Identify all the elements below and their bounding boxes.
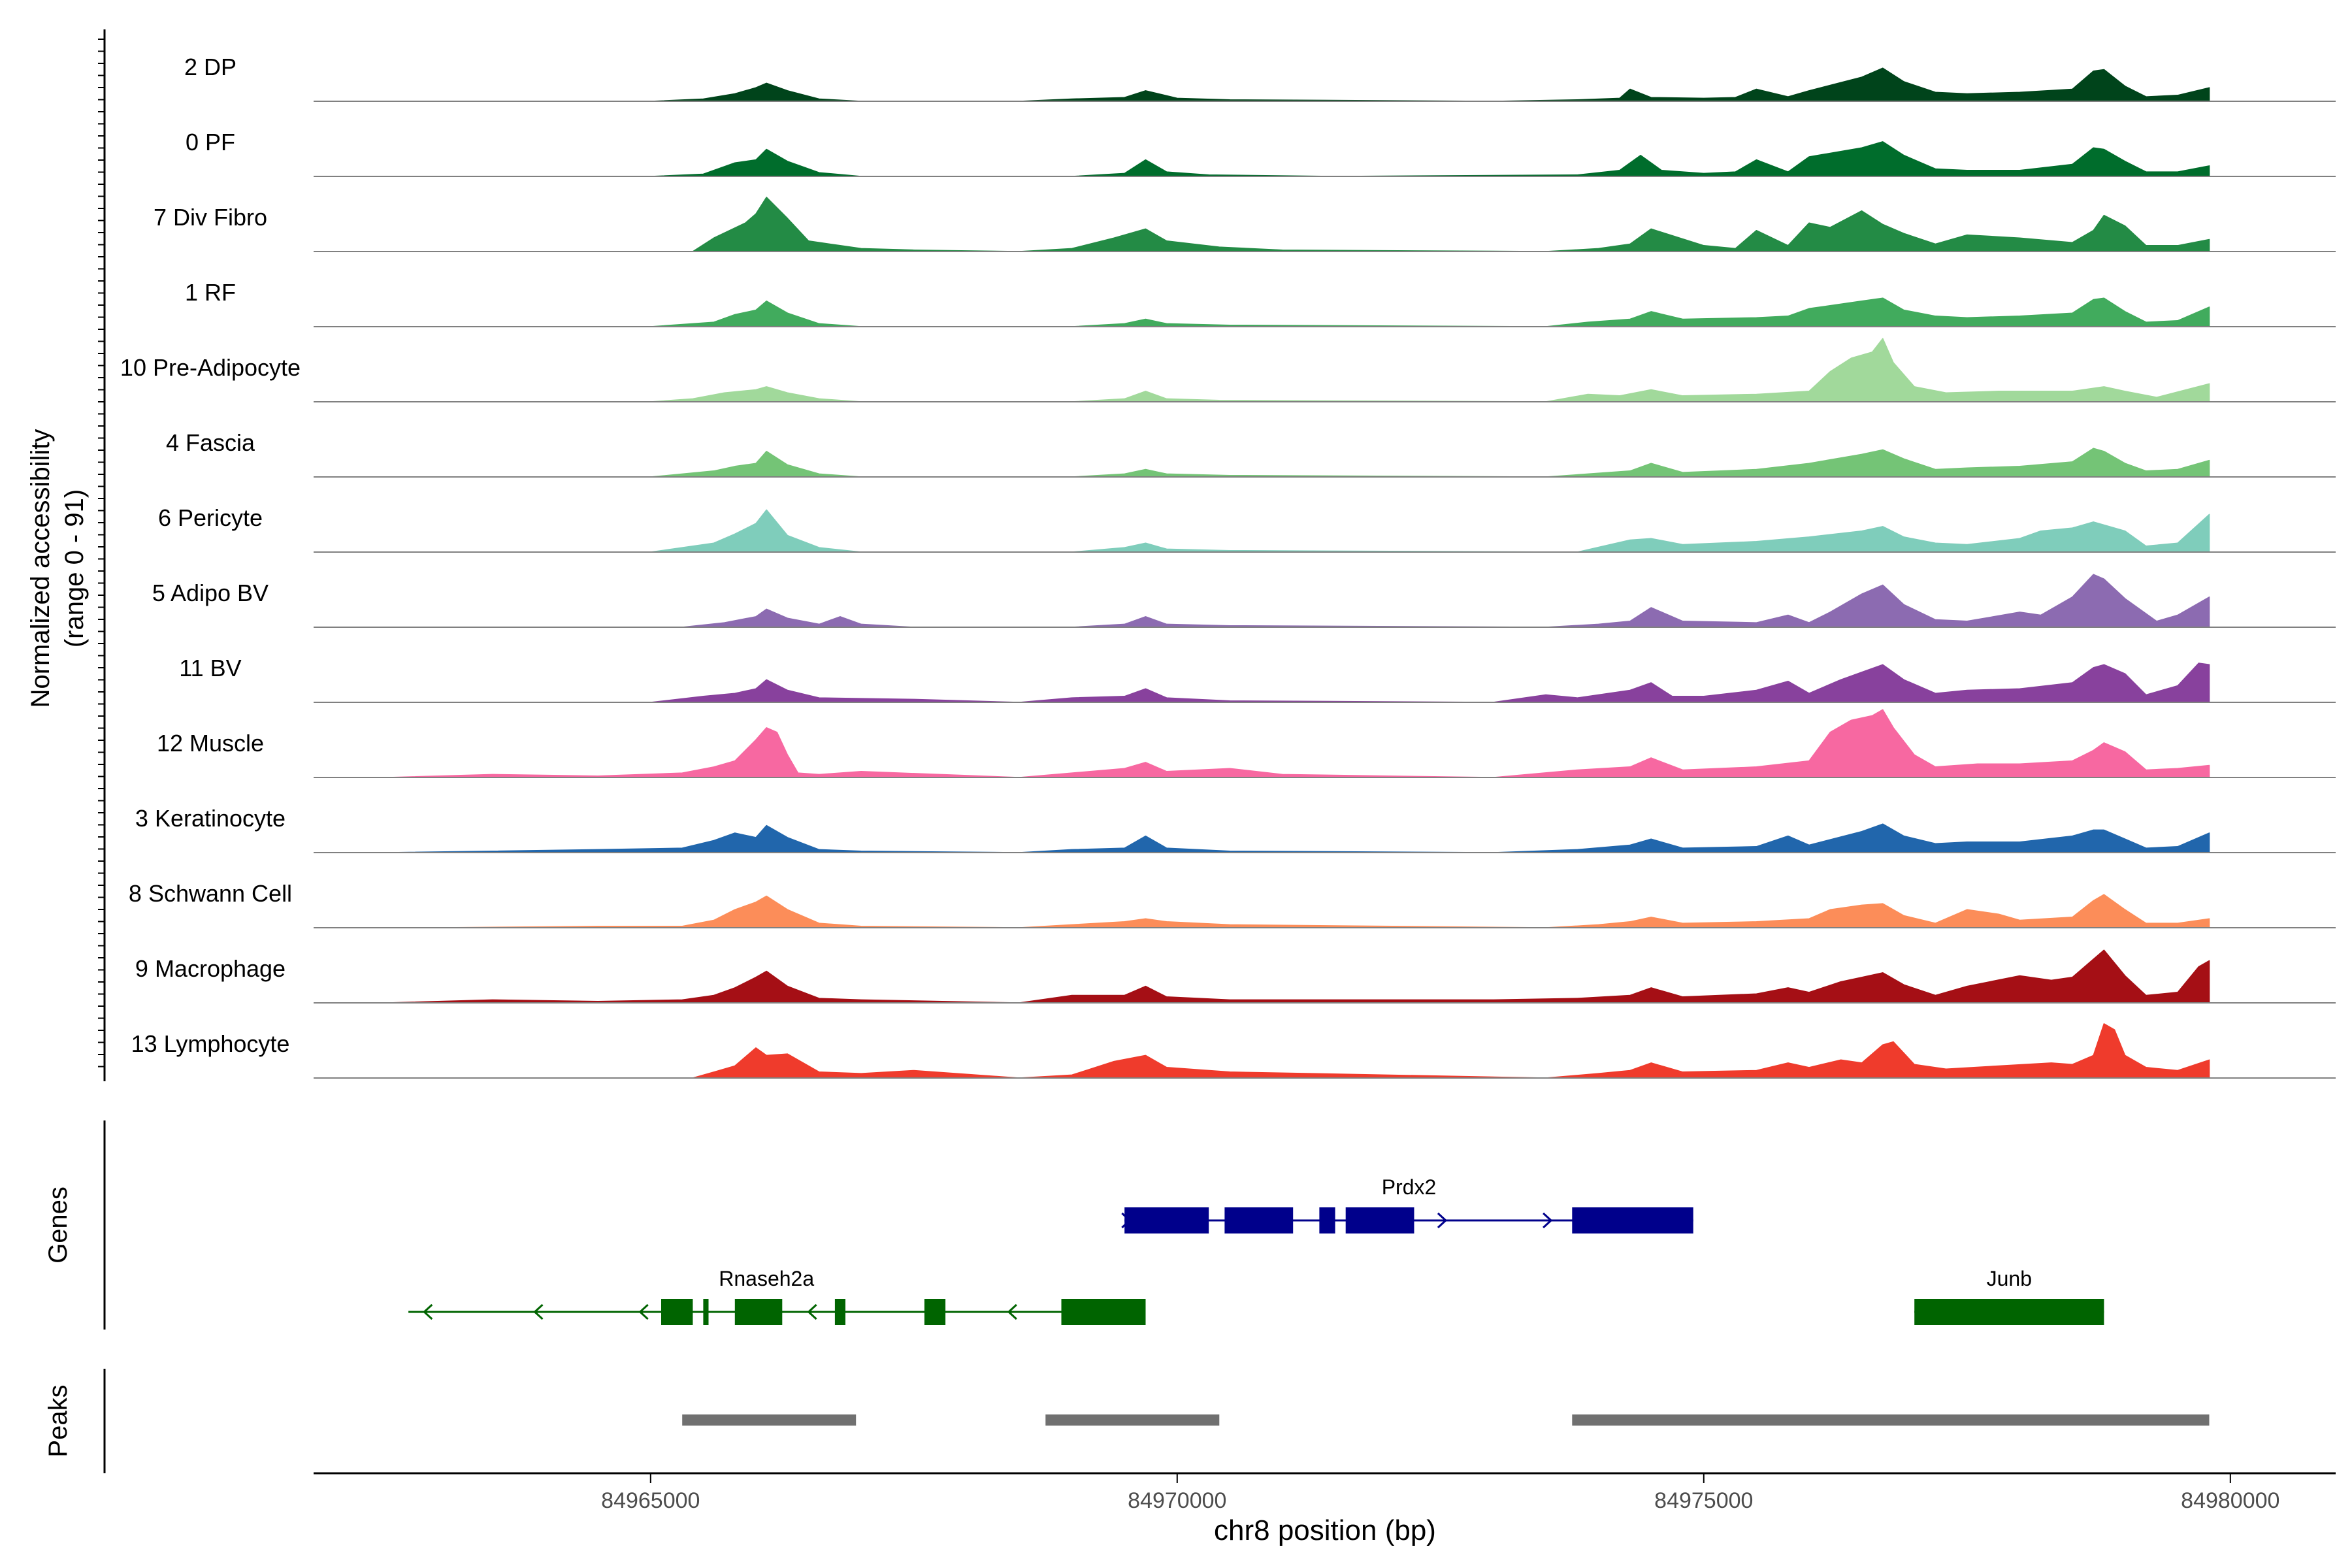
track-label: 7 Div Fibro	[154, 204, 267, 231]
coverage-track: 7 Div Fibro	[154, 197, 2336, 252]
coverage-track: 6 Pericyte	[158, 504, 2336, 553]
coverage-track: 5 Adipo BV	[152, 574, 2336, 628]
coverage-track: 2 DP	[184, 54, 2336, 102]
track-label: 1 RF	[185, 279, 236, 306]
coverage-area	[387, 949, 2210, 1004]
gene-exon	[1061, 1299, 1146, 1325]
coverage-area	[650, 1023, 2210, 1079]
coverage-y-ticks	[98, 39, 105, 1068]
coverage-track: 0 PF	[186, 129, 2336, 177]
coverage-track: 13 Lymphocyte	[131, 1023, 2336, 1079]
coverage-area	[492, 662, 2210, 703]
coverage-area	[387, 823, 2210, 853]
x-tick-label: 84970000	[1128, 1488, 1226, 1513]
track-label: 12 Muscle	[157, 730, 264, 757]
strand-arrow	[423, 1303, 433, 1320]
track-label: 13 Lymphocyte	[131, 1030, 290, 1057]
strand-arrow	[1121, 1212, 1132, 1229]
gene-exon	[834, 1299, 845, 1325]
gene-label: Rnaseh2a	[719, 1267, 814, 1290]
y-axis-title-line1: Normalized accessibility	[26, 429, 55, 708]
strand-arrow	[1007, 1303, 1017, 1320]
y-axis-title: Normalized accessibility (range 0 - 91)	[26, 429, 89, 708]
gene-exon	[924, 1299, 946, 1325]
gene-exon	[1914, 1299, 2104, 1325]
strand-arrow	[807, 1303, 817, 1320]
track-label: 8 Schwann Cell	[129, 880, 292, 907]
coverage-area	[692, 197, 2210, 252]
track-label: 9 Macrophage	[135, 955, 286, 982]
coverage-track: 8 Schwann Cell	[129, 880, 2336, 928]
x-axis-title: chr8 position (bp)	[1214, 1514, 1436, 1546]
gene-model: Junb	[1914, 1267, 2104, 1325]
track-label: 11 BV	[179, 655, 241, 681]
peak-region	[1572, 1414, 2210, 1426]
coverage-area	[492, 67, 2210, 102]
track-label: 3 Keratinocyte	[135, 805, 286, 832]
coverage-area	[439, 894, 2210, 928]
track-label: 5 Adipo BV	[152, 580, 269, 606]
coverage-track: 1 RF	[185, 279, 2336, 327]
coverage-area	[492, 509, 2210, 553]
strand-arrow	[638, 1303, 649, 1320]
coverage-area	[439, 338, 2210, 402]
gene-exon	[1319, 1207, 1335, 1233]
coverage-track: 9 Macrophage	[135, 949, 2336, 1004]
x-axis-ticks: 84965000 84970000 84975000 84980000	[601, 1473, 2279, 1513]
peak-track	[682, 1414, 2210, 1426]
track-label: 6 Pericyte	[158, 504, 263, 531]
x-tick-label: 84980000	[2181, 1488, 2279, 1513]
gene-exon	[703, 1299, 709, 1325]
track-label: 0 PF	[186, 129, 235, 155]
coverage-track: 10 Pre-Adipocyte	[120, 338, 2336, 402]
x-tick-label: 84975000	[1654, 1488, 1753, 1513]
gene-exon	[1572, 1207, 1693, 1233]
gene-model: Prdx2	[1121, 1175, 1693, 1233]
strand-arrow	[533, 1303, 544, 1320]
track-label: 2 DP	[184, 54, 237, 80]
coverage-track: 4 Fascia	[166, 429, 2336, 478]
peaks-label: Peaks	[44, 1384, 73, 1457]
y-axis-title-line2: (range 0 - 91)	[60, 489, 89, 647]
gene-exon	[1345, 1207, 1414, 1233]
coverage-track: 3 Keratinocyte	[135, 805, 2336, 853]
peak-region	[682, 1414, 857, 1426]
strand-arrow	[928, 1303, 939, 1320]
coverage-area	[492, 297, 2210, 327]
coverage-area	[387, 709, 2210, 778]
coverage-area	[544, 448, 2210, 478]
track-label: 4 Fascia	[166, 429, 255, 456]
coverage-area	[597, 574, 2210, 628]
genes-label: Genes	[44, 1186, 73, 1264]
x-tick-label: 84965000	[601, 1488, 700, 1513]
coverage-track: 11 BV	[179, 655, 2336, 703]
coverage-track: 12 Muscle	[157, 709, 2336, 778]
gene-label: Junb	[1987, 1267, 2032, 1290]
gene-track: Prdx2 Rnaseh2a Junb	[408, 1175, 2104, 1325]
gene-exon	[1224, 1207, 1294, 1233]
gene-exon	[661, 1299, 693, 1325]
strand-arrow	[1543, 1212, 1553, 1229]
gene-label: Prdx2	[1382, 1175, 1437, 1199]
gene-exon	[734, 1299, 783, 1325]
peak-region	[1045, 1414, 1220, 1426]
gene-exon	[1124, 1207, 1209, 1233]
coverage-area	[492, 141, 2210, 177]
track-label: 10 Pre-Adipocyte	[120, 354, 301, 381]
gene-model: Rnaseh2a	[408, 1267, 1146, 1325]
coverage-tracks: 2 DP 0 PF 7 Div Fibro 1 RF 10 Pre-Adipocyte 4…	[120, 54, 2336, 1079]
strand-arrow	[1437, 1212, 1448, 1229]
